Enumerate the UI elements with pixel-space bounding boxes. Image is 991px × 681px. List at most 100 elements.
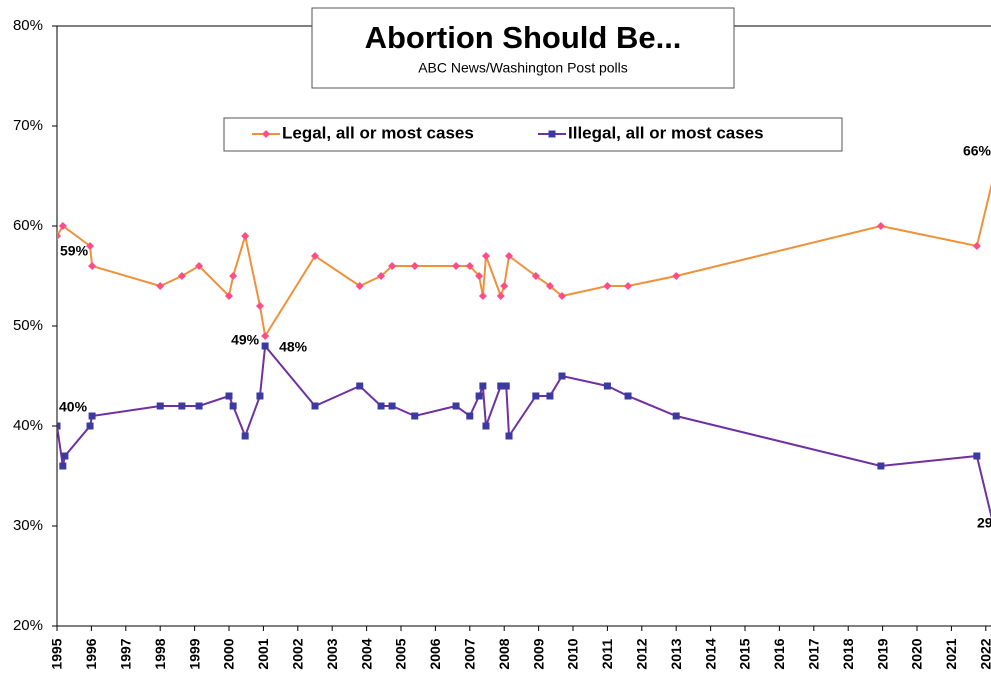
x-tick-label: 1995	[49, 638, 65, 669]
y-tick-label: 50%	[13, 317, 43, 334]
x-tick-label: 2013	[668, 638, 684, 669]
legend-box	[223, 117, 843, 152]
x-tick-label: 2001	[255, 638, 271, 669]
point	[411, 412, 419, 420]
point	[505, 432, 513, 440]
point	[496, 292, 505, 300]
point	[229, 272, 238, 280]
x-tick-label: 2000	[221, 638, 237, 669]
y-tick-label: 80%	[13, 17, 43, 34]
y-tick-label: 40%	[13, 417, 43, 434]
x-tick-label: 2004	[358, 638, 374, 669]
point	[410, 262, 419, 270]
data-label: 48%	[279, 339, 308, 355]
point	[195, 262, 204, 270]
point	[225, 292, 233, 300]
point	[500, 282, 509, 290]
x-tick-label: 1996	[83, 638, 99, 669]
x-tick-label: 2002	[290, 638, 306, 669]
legend-label: Illegal, all or most cases	[568, 123, 764, 142]
x-tick-label: 2007	[462, 638, 478, 669]
point	[505, 252, 514, 260]
x-tick-label: 2018	[840, 638, 856, 669]
point	[478, 292, 487, 300]
point	[57, 232, 61, 240]
point	[225, 392, 233, 400]
data-label: 40%	[59, 399, 88, 415]
point	[178, 402, 186, 410]
point	[475, 272, 484, 280]
point	[531, 272, 540, 280]
point	[603, 282, 612, 290]
point	[58, 222, 67, 230]
point	[156, 282, 165, 290]
x-tick-label: 2012	[634, 638, 650, 669]
y-tick-label: 70%	[13, 117, 43, 134]
point	[388, 262, 397, 270]
data-label: 29%	[977, 515, 991, 531]
point	[377, 402, 385, 410]
point	[61, 452, 69, 460]
point	[86, 422, 94, 430]
point	[88, 412, 96, 420]
x-tick-label: 2017	[806, 638, 822, 669]
y-tick-label: 30%	[13, 517, 43, 534]
point	[479, 382, 487, 390]
series-line	[57, 343, 991, 520]
plot-frame	[56, 25, 991, 627]
point	[241, 232, 250, 240]
point	[261, 332, 270, 340]
point	[88, 262, 97, 270]
x-tick-label: 2006	[427, 638, 443, 669]
point	[972, 242, 981, 250]
x-tick-label: 2003	[324, 638, 340, 669]
data-label: 59%	[60, 243, 89, 259]
x-tick-label: 2008	[496, 638, 512, 669]
point	[497, 382, 505, 390]
point	[156, 402, 164, 410]
point	[355, 282, 364, 290]
point	[545, 282, 554, 290]
y-tick-label: 60%	[13, 217, 43, 234]
legend-marker	[548, 130, 556, 138]
legend-label: Legal, all or most cases	[282, 123, 474, 142]
data-label: 49%	[231, 332, 260, 348]
x-tick-label: 2010	[565, 638, 581, 669]
point	[973, 452, 981, 460]
point	[177, 272, 186, 280]
point	[482, 422, 490, 430]
y-tick-label: 20%	[13, 617, 43, 634]
point	[877, 462, 885, 470]
point	[256, 392, 264, 400]
point	[452, 402, 460, 410]
series-line	[57, 182, 991, 339]
point	[229, 402, 237, 410]
x-tick-label: 2011	[599, 639, 615, 670]
x-tick-label: 2016	[771, 638, 787, 669]
chart-title: Abortion Should Be...	[365, 20, 682, 55]
point	[672, 412, 680, 420]
point	[876, 222, 885, 230]
point	[377, 272, 386, 280]
point	[481, 252, 490, 260]
point	[465, 262, 474, 270]
point	[388, 402, 396, 410]
point	[475, 392, 483, 400]
point	[466, 412, 474, 420]
point	[452, 262, 461, 270]
point	[624, 392, 632, 400]
data-label: 66%	[963, 143, 991, 159]
point	[311, 402, 319, 410]
point	[557, 292, 566, 300]
x-tick-label: 1997	[118, 638, 134, 669]
point	[86, 242, 95, 250]
point	[532, 392, 540, 400]
x-tick-label: 1999	[186, 638, 202, 669]
point	[255, 302, 264, 310]
point	[502, 382, 510, 390]
x-tick-label: 2019	[874, 638, 890, 669]
point	[195, 402, 203, 410]
point	[241, 432, 249, 440]
point	[57, 422, 61, 430]
